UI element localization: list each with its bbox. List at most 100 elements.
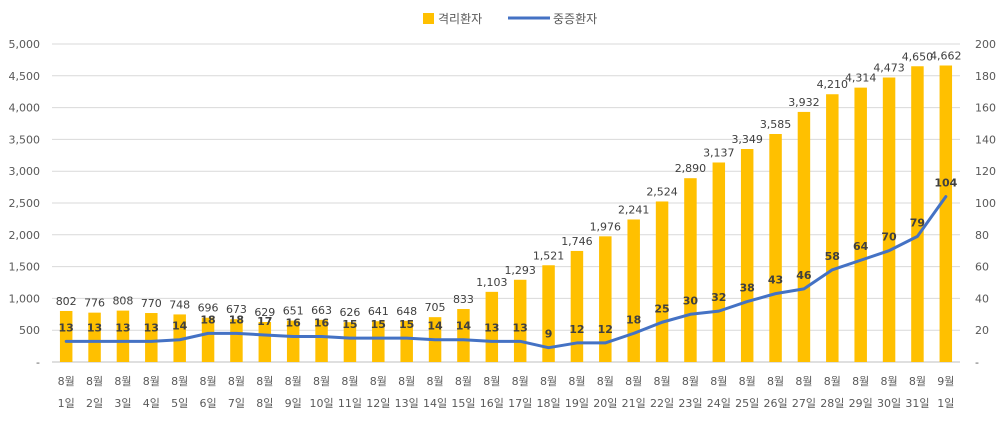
x-tick-day: 2일 (86, 396, 103, 410)
line-value-label: 14 (427, 320, 443, 333)
bar (230, 319, 243, 362)
bar-value-label: 4,314 (845, 72, 877, 85)
bar-value-label: 808 (112, 295, 133, 308)
line-value-label: 13 (87, 321, 102, 334)
bar-value-label: 3,585 (760, 118, 792, 131)
axes: - 500 1,000 1,500 2,000 2,500 3,000 3,500 4,000 4… (9, 38, 997, 410)
x-tick-month: 8월 (341, 375, 358, 388)
x-tick-day: 16일 (480, 396, 504, 410)
legend: 격리환자 중증환자 (423, 12, 597, 26)
line-value-label: 12 (569, 323, 584, 336)
line-value-label: 46 (796, 269, 812, 282)
x-tick-day: 20일 (593, 396, 617, 410)
bar-value-label: 2,524 (646, 185, 678, 198)
x-tick-month: 8월 (597, 375, 614, 388)
line-value-label: 64 (853, 240, 869, 253)
bar (116, 310, 130, 362)
x-tick-day: 1일 (58, 396, 75, 410)
bar (258, 321, 272, 362)
y-left-tick-label: 1,500 (9, 261, 41, 274)
x-tick-day: 3일 (114, 396, 131, 410)
x-tick-day: 31일 (905, 396, 929, 410)
x-tick-month: 8월 (739, 375, 756, 388)
line-value-label: 15 (371, 318, 386, 331)
bar-value-label: 1,293 (504, 264, 536, 277)
y-left-tick-label: 2,000 (9, 229, 41, 242)
x-tick-month: 8월 (427, 375, 444, 388)
bar-value-label: 1,746 (561, 235, 593, 248)
bar-value-label: 673 (226, 303, 247, 316)
bar (457, 309, 470, 362)
x-tick-day: 6일 (200, 396, 217, 410)
line-value-label: 14 (172, 320, 188, 333)
line-value-label: 13 (115, 321, 130, 334)
bar-value-label: 802 (56, 295, 77, 308)
x-tick-day: 10일 (310, 396, 334, 410)
y-left-tick-label: 5,000 (9, 38, 41, 51)
y-left-tick-label: 4,500 (9, 70, 41, 83)
bar (372, 321, 385, 362)
y-right-tick-label: 140 (975, 133, 996, 146)
y-right-tick-label: 160 (975, 102, 996, 115)
y-right-tick-label: 80 (975, 229, 989, 242)
x-tick-month: 8월 (568, 375, 585, 388)
bar (570, 250, 584, 362)
line-value-label: 18 (626, 313, 641, 326)
x-tick-day: 12일 (366, 396, 390, 410)
x-tick-day: 25일 (735, 396, 759, 410)
x-tick-month: 8월 (370, 375, 387, 388)
x-tick-month: 8월 (852, 375, 869, 388)
x-tick-month: 8월 (313, 375, 330, 388)
data-labels: 802 776 808 770 748 696 673 629 651 663 626 641 648 7… (56, 49, 962, 340)
bar-value-label: 1,103 (476, 276, 508, 289)
x-tick-day: 18일 (537, 396, 561, 410)
bar-value-label: 648 (396, 305, 417, 318)
x-tick-month: 8월 (171, 375, 188, 388)
x-tick-month: 8월 (143, 375, 160, 388)
x-tick-day: 19일 (565, 396, 589, 410)
x-tick-month: 9월 (937, 375, 954, 388)
bar (911, 66, 924, 362)
bar-value-label: 705 (425, 301, 446, 314)
y-right-tick-label: 120 (975, 165, 996, 178)
x-tick-month: 8월 (114, 375, 131, 388)
bar-value-label: 776 (84, 297, 105, 310)
bar-value-label: 641 (368, 305, 389, 318)
line-value-label: 70 (881, 231, 897, 244)
bar-value-label: 4,650 (902, 50, 934, 63)
y-right-tick-label: 60 (975, 261, 989, 274)
x-tick-day: 4일 (143, 396, 160, 410)
x-tick-month: 8월 (795, 375, 812, 388)
x-tick-day: 23일 (678, 396, 702, 410)
grid (52, 43, 960, 363)
bar (542, 265, 555, 362)
y-right-tick-label: - (975, 356, 979, 369)
line-value-label: 13 (513, 321, 528, 334)
bar-value-label: 1,521 (533, 249, 565, 262)
line-value-label: 25 (654, 302, 669, 315)
line-value-label: 58 (825, 250, 840, 263)
line-path (64, 195, 948, 350)
line-value-label: 104 (934, 177, 957, 190)
bar-value-label: 2,890 (675, 162, 707, 175)
bar-value-label: 626 (339, 306, 360, 319)
x-tick-day: 29일 (849, 396, 873, 410)
x-tick-month: 8월 (909, 375, 926, 388)
bar (797, 111, 811, 362)
x-tick-month: 8월 (483, 375, 500, 388)
bar (145, 313, 158, 362)
line-value-label: 15 (342, 318, 357, 331)
x-tick-day: 27일 (792, 396, 816, 410)
line-value-label: 15 (399, 318, 414, 331)
bar-value-label: 4,662 (930, 49, 962, 62)
x-tick-day: 9일 (285, 396, 302, 410)
x-tick-month: 8월 (200, 375, 217, 388)
bar (59, 310, 73, 362)
line-value-label: 16 (314, 317, 330, 330)
x-tick-day: 1일 (937, 396, 954, 410)
bar (599, 236, 612, 362)
line-value-label: 13 (144, 321, 159, 334)
x-tick-day: 28일 (820, 396, 844, 410)
line-value-label: 13 (484, 321, 499, 334)
bar (343, 322, 357, 362)
